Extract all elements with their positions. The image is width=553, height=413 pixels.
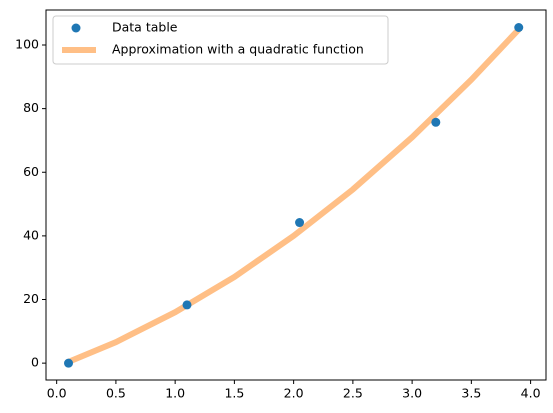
plot-frame [45, 9, 547, 381]
data-point [182, 300, 192, 310]
y-tick-label: 80 [23, 100, 39, 115]
y-tick-label: 40 [23, 227, 39, 242]
x-tick-label: 2.0 [284, 386, 304, 401]
x-tick-label: 3.5 [461, 386, 481, 401]
y-tick-label: 20 [23, 291, 39, 306]
y-tick-label: 60 [23, 164, 39, 179]
legend-label: Approximation with a quadratic function [112, 42, 364, 57]
legend: Data table Approximation with a quadratic… [52, 15, 389, 65]
y-tick-label: 0 [31, 355, 39, 370]
x-tick-label: 0.0 [47, 386, 67, 401]
data-point [514, 22, 524, 32]
x-tick-label: 2.5 [343, 386, 363, 401]
legend-marker [71, 23, 81, 33]
data-point [64, 358, 74, 368]
x-tick-label: 0.5 [106, 386, 126, 401]
data-point [295, 218, 305, 228]
x-tick-label: 3.0 [402, 386, 422, 401]
legend-box [52, 15, 389, 65]
legend-label: Data table [112, 20, 178, 35]
data-point [431, 117, 441, 127]
fit-line [67, 27, 521, 365]
x-tick-label: 1.5 [224, 386, 244, 401]
x-tick-label: 4.0 [521, 386, 541, 401]
y-tick-label: 100 [15, 36, 39, 51]
x-tick-label: 1.0 [165, 386, 185, 401]
